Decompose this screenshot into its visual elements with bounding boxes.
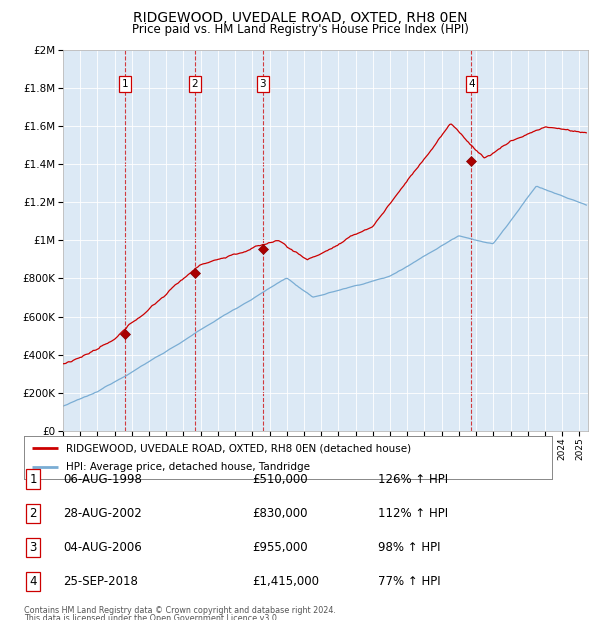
Text: 04-AUG-2006: 04-AUG-2006 (63, 541, 142, 554)
Text: Contains HM Land Registry data © Crown copyright and database right 2024.: Contains HM Land Registry data © Crown c… (24, 606, 336, 616)
Text: 28-AUG-2002: 28-AUG-2002 (63, 507, 142, 520)
Text: 3: 3 (29, 541, 37, 554)
Text: 112% ↑ HPI: 112% ↑ HPI (378, 507, 448, 520)
Text: 77% ↑ HPI: 77% ↑ HPI (378, 575, 440, 588)
Text: £510,000: £510,000 (252, 473, 308, 485)
Text: 1: 1 (29, 473, 37, 485)
Text: This data is licensed under the Open Government Licence v3.0.: This data is licensed under the Open Gov… (24, 614, 280, 620)
Text: 3: 3 (259, 79, 266, 89)
Text: 126% ↑ HPI: 126% ↑ HPI (378, 473, 448, 485)
Text: HPI: Average price, detached house, Tandridge: HPI: Average price, detached house, Tand… (66, 462, 310, 472)
Text: 2: 2 (191, 79, 198, 89)
Text: 06-AUG-1998: 06-AUG-1998 (63, 473, 142, 485)
Text: 1: 1 (122, 79, 128, 89)
Text: Price paid vs. HM Land Registry's House Price Index (HPI): Price paid vs. HM Land Registry's House … (131, 23, 469, 36)
Text: 4: 4 (29, 575, 37, 588)
Text: 25-SEP-2018: 25-SEP-2018 (63, 575, 138, 588)
Text: £1,415,000: £1,415,000 (252, 575, 319, 588)
Text: RIDGEWOOD, UVEDALE ROAD, OXTED, RH8 0EN: RIDGEWOOD, UVEDALE ROAD, OXTED, RH8 0EN (133, 11, 467, 25)
Text: 98% ↑ HPI: 98% ↑ HPI (378, 541, 440, 554)
Text: £955,000: £955,000 (252, 541, 308, 554)
Text: £830,000: £830,000 (252, 507, 308, 520)
Text: 2: 2 (29, 507, 37, 520)
Text: 4: 4 (468, 79, 475, 89)
Text: RIDGEWOOD, UVEDALE ROAD, OXTED, RH8 0EN (detached house): RIDGEWOOD, UVEDALE ROAD, OXTED, RH8 0EN … (66, 443, 412, 453)
